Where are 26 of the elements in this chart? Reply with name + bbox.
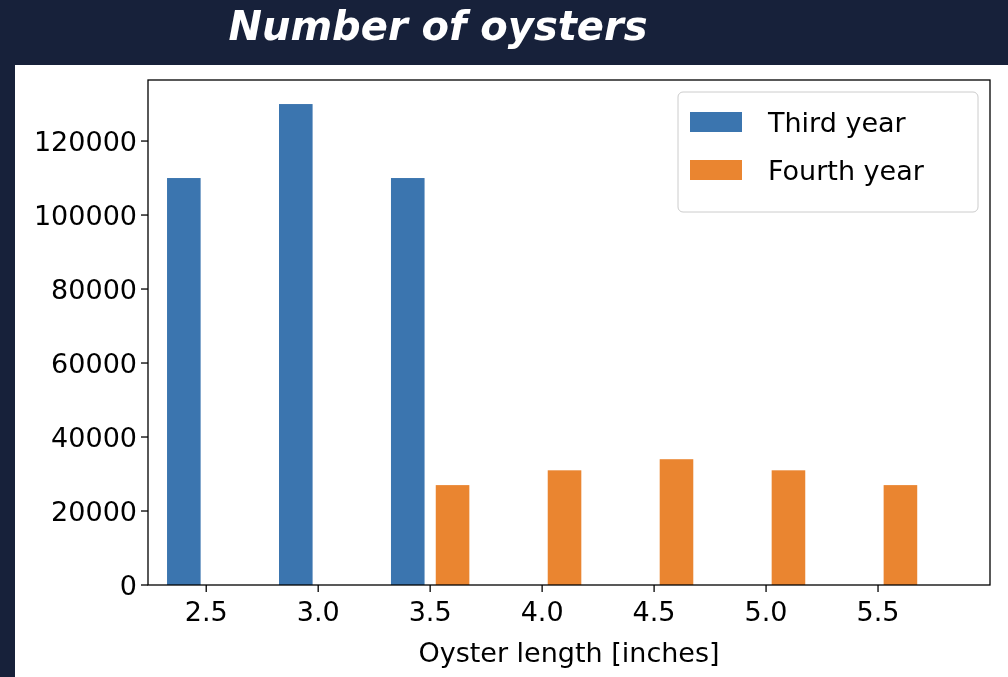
x-tick-label: 4.0 (520, 596, 564, 627)
bar (167, 178, 201, 585)
x-tick-label: 3.0 (296, 596, 340, 627)
x-tick-label: 5.0 (744, 596, 788, 627)
chart-title: Number of oysters (228, 3, 648, 49)
y-tick-label: 80000 (51, 274, 137, 306)
y-tick-label: 0 (119, 570, 137, 601)
y-tick-label: 20000 (51, 496, 137, 528)
x-tick-label: 4.5 (632, 596, 676, 627)
bar (390, 178, 425, 585)
legend-label: Fourth year (768, 155, 925, 186)
x-tick-label: 2.5 (184, 596, 228, 627)
x-tick-label: 5.5 (856, 596, 900, 627)
bar (771, 470, 806, 585)
bar (435, 485, 470, 585)
y-tick-label: 120000 (33, 126, 137, 158)
bar (279, 104, 313, 585)
x-tick-label: 3.5 (408, 596, 452, 627)
legend-label: Third year (767, 107, 907, 138)
x-axis-title: Oyster length [inches] (418, 637, 720, 668)
bar (547, 470, 582, 585)
y-tick-label: 100000 (33, 200, 137, 232)
bar (659, 459, 694, 585)
y-tick-label: 60000 (51, 348, 137, 380)
y-tick-label: 40000 (51, 422, 137, 454)
bar (883, 485, 918, 585)
